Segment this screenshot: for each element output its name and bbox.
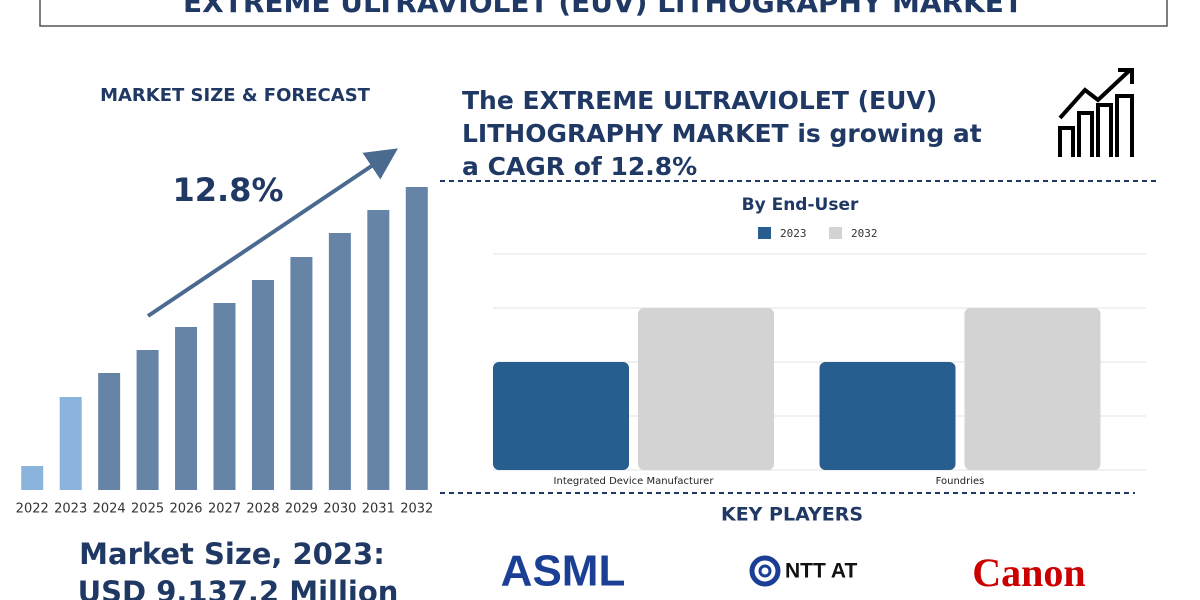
bar bbox=[964, 308, 1101, 470]
x-tick-label: Foundries bbox=[936, 476, 985, 487]
bar bbox=[59, 397, 82, 490]
page-title: EXTREME ULTRAVIOLET (EUV) LITHOGRAPHY MA… bbox=[183, 0, 1023, 19]
x-tick-label: 2023 bbox=[54, 502, 87, 517]
bar bbox=[819, 362, 956, 470]
bar bbox=[290, 257, 313, 490]
x-tick-label: 2026 bbox=[169, 502, 202, 517]
logo-ntt: NTT AT bbox=[785, 560, 857, 583]
title-box bbox=[39, 0, 1168, 27]
section-title: KEY PLAYERS bbox=[721, 504, 863, 526]
logo-icon bbox=[749, 555, 781, 587]
legend-label: 2032 bbox=[851, 227, 878, 240]
x-tick-label: 2022 bbox=[16, 502, 49, 517]
bar bbox=[136, 350, 159, 490]
logo-asml: ASML bbox=[501, 547, 626, 596]
bar bbox=[98, 373, 121, 490]
bar bbox=[175, 327, 198, 490]
bar bbox=[251, 280, 274, 490]
legend-swatch bbox=[758, 227, 771, 239]
legend-label: 2023 bbox=[780, 227, 807, 240]
bar bbox=[493, 362, 629, 470]
x-tick-label: 2024 bbox=[93, 502, 126, 517]
bar bbox=[21, 466, 44, 490]
market-size-value: USD 9,137.2 Million bbox=[78, 575, 399, 600]
x-tick-label: 2032 bbox=[400, 502, 433, 517]
market-size-label: Market Size, 2023: bbox=[79, 537, 385, 571]
headline-box: The EXTREME ULTRAVIOLET (EUV) LITHOGRAPH… bbox=[462, 86, 982, 181]
bar bbox=[367, 210, 390, 490]
bar bbox=[638, 308, 774, 470]
headline: The EXTREME ULTRAVIOLET (EUV) LITHOGRAPH… bbox=[462, 86, 982, 181]
x-tick-label: 2025 bbox=[131, 502, 164, 517]
logo-icon bbox=[758, 564, 772, 578]
x-tick-label: 2027 bbox=[208, 502, 241, 517]
bar bbox=[328, 233, 351, 490]
x-tick-label: 2030 bbox=[323, 502, 356, 517]
bar bbox=[405, 187, 428, 490]
chart-title: By End-User bbox=[742, 195, 859, 215]
growth-icon bbox=[1058, 68, 1134, 157]
x-tick-label: 2031 bbox=[362, 502, 395, 517]
x-tick-label: Integrated Device Manufacturer bbox=[554, 476, 715, 487]
legend-swatch bbox=[829, 227, 842, 239]
bar bbox=[213, 303, 236, 490]
cagr-annotation: 12.8% bbox=[172, 171, 283, 209]
logo-canon: Canon bbox=[972, 550, 1085, 595]
x-tick-label: 2028 bbox=[246, 502, 279, 517]
growth-arrow bbox=[146, 148, 398, 318]
chart-title: MARKET SIZE & FORECAST bbox=[100, 85, 371, 106]
x-tick-label: 2029 bbox=[285, 502, 318, 517]
